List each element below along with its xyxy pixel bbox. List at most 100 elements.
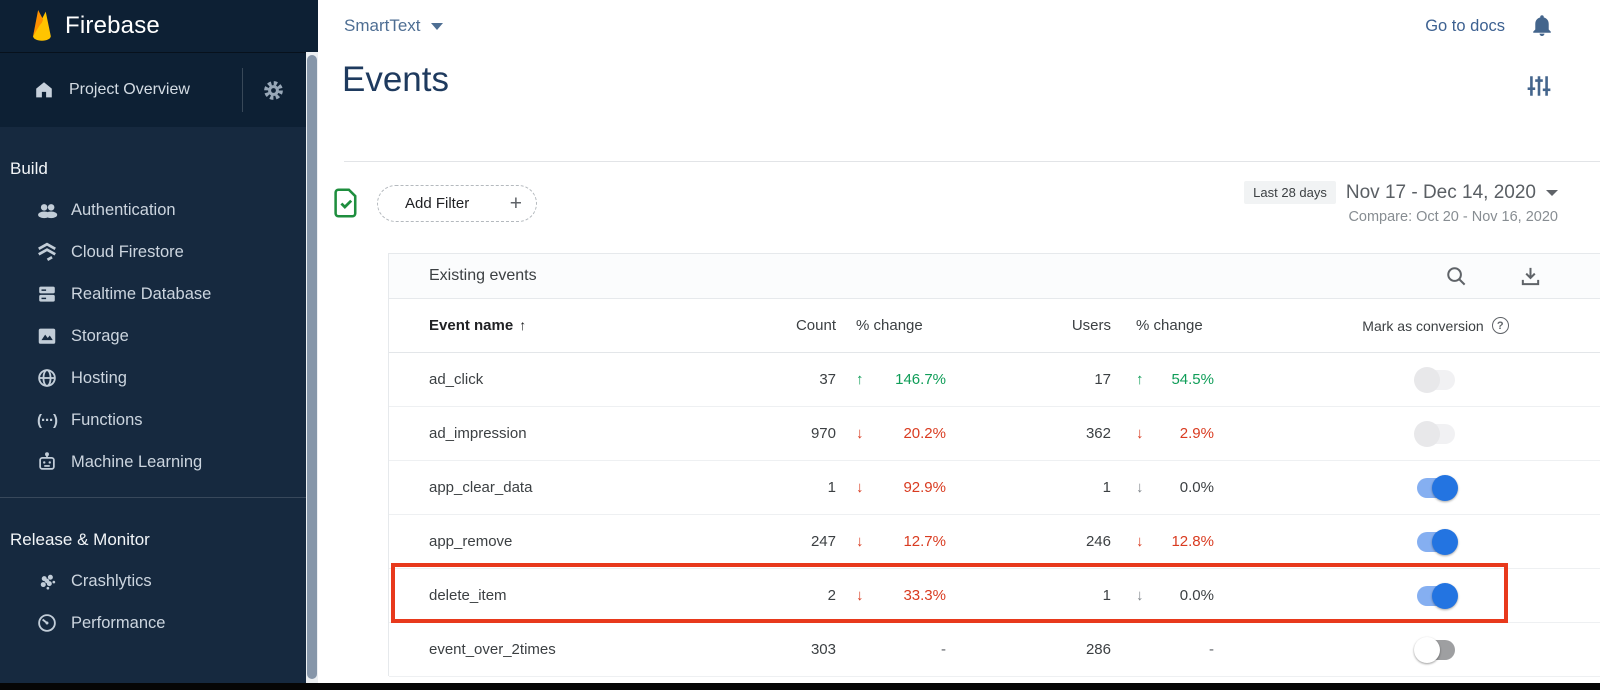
- column-header-count[interactable]: Count: [795, 317, 836, 334]
- chevron-down-icon: [1546, 189, 1558, 196]
- sidebar-item-label: Realtime Database: [71, 284, 212, 303]
- change-value: -: [1209, 641, 1214, 658]
- notifications-bell-icon[interactable]: [1529, 12, 1555, 38]
- date-range-selector[interactable]: Last 28 days Nov 17 - Dec 14, 2020: [1244, 181, 1558, 204]
- users-icon: [35, 199, 59, 222]
- users-cell: 362: [1085, 425, 1111, 442]
- table-row-app_clear_data[interactable]: app_clear_data 1 ↓ 92.9% 1 ↓ 0.0%: [389, 461, 1600, 515]
- conversion-cell: [1271, 474, 1600, 501]
- event-name-cell: ad_impression: [429, 425, 527, 442]
- compare-range-label: Compare: Oct 20 - Nov 16, 2020: [1348, 209, 1558, 225]
- sidebar-nav: Build Authentication Cloud Firestore Realti…: [0, 127, 306, 690]
- sidebar-item-cloud-firestore[interactable]: Cloud Firestore: [0, 231, 306, 273]
- count-change-cell: ↑ 146.7%: [836, 371, 996, 388]
- event-name-cell: delete_item: [429, 587, 507, 604]
- count-change-cell: -: [836, 641, 996, 658]
- home-icon: [33, 79, 55, 101]
- project-overview-label: Project Overview: [69, 81, 190, 98]
- sidebar-scrollbar[interactable]: [306, 52, 318, 683]
- table-row-event_over_2times[interactable]: event_over_2times 303 - 286 -: [389, 623, 1600, 677]
- sidebar-item-project-overview[interactable]: Project Overview: [0, 52, 306, 127]
- column-header-event-name[interactable]: Event name ↑: [429, 317, 527, 334]
- conversion-cell: [1271, 366, 1600, 393]
- users-change-cell: ↓ 2.9%: [1111, 425, 1271, 442]
- divider: [344, 161, 1600, 162]
- users-cell: 286: [1085, 641, 1111, 658]
- globe-icon: [35, 367, 59, 389]
- users-change-cell: -: [1111, 641, 1271, 658]
- arrow-up-icon: ↑: [1136, 371, 1144, 388]
- brand-name: Firebase: [65, 12, 160, 39]
- column-header-mark-as-conversion: Mark as conversion ?: [1271, 317, 1600, 334]
- gear-icon[interactable]: [261, 78, 286, 103]
- download-icon[interactable]: [1519, 265, 1542, 288]
- card-title: Existing events: [429, 267, 537, 284]
- mark-as-conversion-toggle[interactable]: [1415, 528, 1458, 555]
- event-name-cell: ad_click: [429, 371, 484, 388]
- add-filter-button[interactable]: Add Filter +: [377, 185, 537, 222]
- count-change-cell: ↓ 12.7%: [836, 533, 996, 550]
- change-value: 54.5%: [1171, 371, 1214, 388]
- sidebar-item-authentication[interactable]: Authentication: [0, 189, 306, 231]
- table-body: ad_click 37 ↑ 146.7% 17 ↑ 54.5% ad_impression 97…: [389, 353, 1600, 677]
- sidebar-item-label: Machine Learning: [71, 452, 203, 471]
- mark-as-conversion-toggle[interactable]: [1413, 636, 1457, 663]
- range-badge: Last 28 days: [1244, 181, 1336, 204]
- toggle-thumb: [1431, 528, 1458, 555]
- crashlytics-icon: [35, 570, 59, 593]
- sidebar-item-hosting[interactable]: Hosting: [0, 357, 306, 399]
- section-heading-build: Build: [10, 159, 48, 178]
- toggle-thumb: [1431, 474, 1458, 501]
- sidebar-item-label: Crashlytics: [71, 571, 152, 590]
- column-header-users-change: % change: [1136, 317, 1203, 334]
- project-selector-label: SmartText: [344, 16, 421, 35]
- date-range-value: Nov 17 - Dec 14, 2020: [1345, 181, 1536, 203]
- column-header-count-change: % change: [856, 317, 923, 334]
- change-value: 92.9%: [903, 479, 946, 496]
- sidebar-item-label: Storage: [71, 326, 129, 345]
- filter-status-doc-check-icon: [332, 188, 360, 218]
- arrow-down-icon: ↓: [1136, 533, 1144, 550]
- divider: [242, 68, 243, 112]
- column-header-users[interactable]: Users: [1071, 317, 1111, 334]
- help-icon[interactable]: ?: [1491, 317, 1509, 334]
- storage-icon: [35, 325, 59, 347]
- mark-as-conversion-toggle[interactable]: [1415, 582, 1458, 609]
- search-icon[interactable]: [1445, 265, 1468, 288]
- change-value: 12.8%: [1171, 533, 1214, 550]
- sidebar-item-crashlytics[interactable]: Crashlytics: [0, 560, 306, 602]
- change-value: 20.2%: [903, 425, 946, 442]
- existing-events-card: Existing events Event name ↑ Count % chan…: [388, 253, 1600, 677]
- arrow-down-icon: ↓: [1136, 587, 1144, 604]
- scrollbar-thumb[interactable]: [307, 55, 317, 679]
- change-value: 2.9%: [1179, 425, 1214, 442]
- mark-as-conversion-toggle: [1413, 420, 1457, 447]
- toggle-thumb: [1413, 420, 1440, 447]
- project-selector[interactable]: SmartText: [344, 16, 443, 36]
- sidebar-item-performance[interactable]: Performance: [0, 602, 306, 644]
- count-cell: 970: [810, 425, 836, 442]
- users-change-cell: ↓ 12.8%: [1111, 533, 1271, 550]
- count-cell: 1: [827, 479, 836, 496]
- card-header: Existing events: [389, 254, 1600, 299]
- event-name-cell: app_remove: [429, 533, 513, 550]
- tune-filters-icon[interactable]: [1526, 73, 1552, 99]
- count-change-cell: ↓ 20.2%: [836, 425, 996, 442]
- count-change-cell: ↓ 33.3%: [836, 587, 996, 604]
- table-row-ad_click[interactable]: ad_click 37 ↑ 146.7% 17 ↑ 54.5%: [389, 353, 1600, 407]
- table-header-row: Event name ↑ Count % change Users % chang…: [389, 299, 1600, 353]
- count-cell: 247: [810, 533, 836, 550]
- mark-as-conversion-toggle[interactable]: [1415, 474, 1458, 501]
- change-value: 12.7%: [903, 533, 946, 550]
- table-row-app_remove[interactable]: app_remove 247 ↓ 12.7% 246 ↓ 12.8%: [389, 515, 1600, 569]
- sidebar-item-storage[interactable]: Storage: [0, 315, 306, 357]
- sidebar-item-machine-learning[interactable]: Machine Learning: [0, 441, 306, 483]
- table-row-ad_impression[interactable]: ad_impression 970 ↓ 20.2% 362 ↓ 2.9%: [389, 407, 1600, 461]
- go-to-docs-link[interactable]: Go to docs: [1425, 17, 1505, 35]
- sidebar-item-realtime-database[interactable]: Realtime Database: [0, 273, 306, 315]
- table-row-delete_item[interactable]: delete_item 2 ↓ 33.3% 1 ↓ 0.0%: [389, 569, 1600, 623]
- sidebar-item-functions[interactable]: (···) Functions: [0, 399, 306, 441]
- mark-as-conversion-toggle: [1413, 366, 1457, 393]
- users-change-cell: ↓ 0.0%: [1111, 479, 1271, 496]
